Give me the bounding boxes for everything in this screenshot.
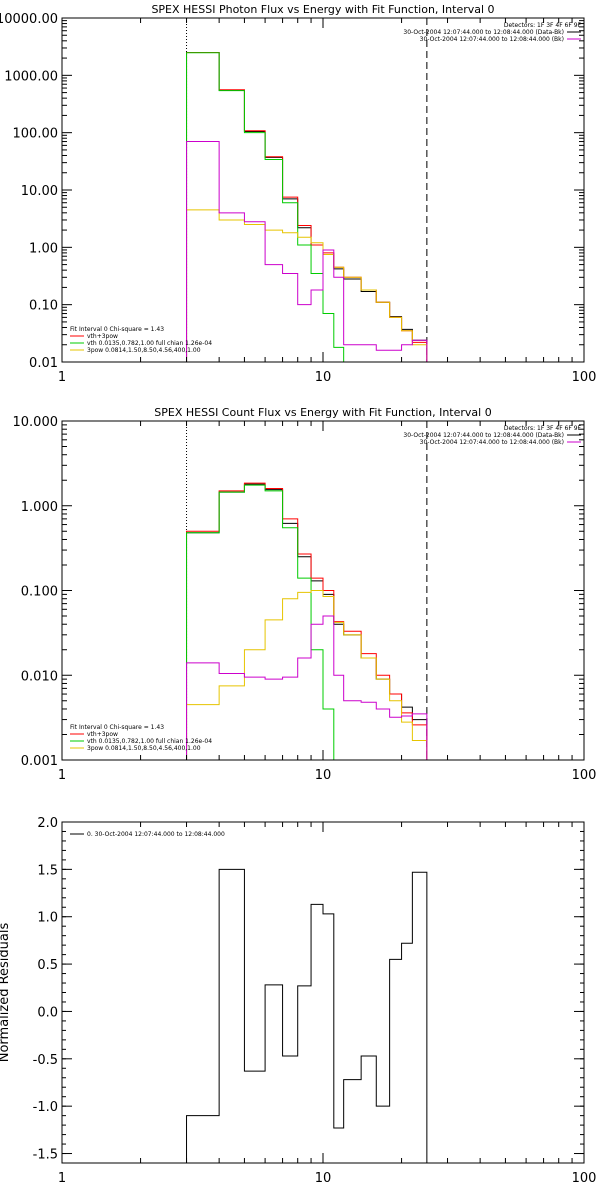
chart-1: SPEX HESSI Count Flux vs Energy with Fit…	[13, 406, 597, 783]
series-green	[186, 484, 427, 761]
x-tick-label: 100	[572, 370, 597, 385]
legend-entry: vth+3pow	[87, 731, 118, 738]
legend-entry: 30-Oct-2004 12:07:44.000 to 12:08:44.000…	[420, 36, 564, 43]
legend-entry: 30-Oct-2004 12:07:44.000 to 12:08:44.000…	[420, 439, 564, 446]
y-axis-label: Normalized Residuals	[0, 923, 12, 1063]
legend-entry: 30-Oct-2004 12:07:44.000 to 12:08:44.000…	[403, 29, 564, 36]
y-tick-label: 0.100	[21, 585, 58, 600]
y-tick-label: 1000.00	[4, 69, 58, 84]
y-tick-label: 10.00	[21, 184, 58, 199]
chart-title: SPEX HESSI Photon Flux vs Energy with Fi…	[151, 3, 494, 16]
legend-entry: 30-Oct-2004 12:07:44.000 to 12:08:44.000…	[403, 432, 564, 439]
x-tick-label: 10	[315, 370, 332, 385]
y-tick-label: 2.0	[37, 816, 58, 831]
y-tick-label: 0.01	[29, 356, 58, 371]
legend-header: Detectors: 1F 3F 4F 6F 9F	[504, 425, 582, 432]
legend-entry: vth+3pow	[87, 333, 118, 340]
y-tick-label: 0.0	[37, 1005, 58, 1020]
y-tick-label: 0.010	[21, 669, 58, 684]
legend-entry: vth 0.0135,0.782,1.00 full chian 1.26e-0…	[87, 738, 212, 745]
legend-entry: vth 0.0135,0.782,1.00 full chian 1.26e-0…	[87, 340, 212, 347]
series-red	[186, 52, 428, 362]
y-tick-label: 10.000	[13, 415, 59, 430]
chart-title: SPEX HESSI Count Flux vs Energy with Fit…	[154, 406, 491, 419]
y-tick-label: 0.001	[21, 754, 58, 769]
y-tick-label: -1.5	[33, 1148, 58, 1163]
y-tick-label: 1.00	[29, 241, 58, 256]
series-yellow	[186, 590, 428, 760]
series-red	[186, 482, 428, 760]
y-tick-label: -0.5	[33, 1053, 58, 1068]
y-tick-label: 0.10	[29, 299, 58, 314]
series-magenta	[186, 615, 428, 760]
series-black	[186, 868, 428, 1163]
y-tick-label: -1.0	[33, 1100, 58, 1115]
y-tick-label: 1.0	[37, 911, 58, 926]
legend-entry: 3pow 0.0814,1.50,8.50,4.56,400,1.00	[87, 347, 201, 354]
legend-header: Fit Interval 0 Chi-square = 1.43	[70, 326, 164, 333]
series-black	[186, 52, 428, 362]
y-tick-label: 100.00	[13, 127, 59, 142]
x-tick-label: 100	[572, 768, 597, 783]
x-tick-label: 1	[58, 768, 66, 783]
legend-header: Fit Interval 0 Chi-square = 1.43	[70, 724, 164, 731]
x-tick-label: 1	[58, 1171, 66, 1186]
y-tick-label: 1.5	[37, 863, 58, 878]
chart-2: 1 10 100 -1.5 -1.0 -0.5 0.0 0.5 1.0 1.5 2.0 Normali…	[0, 816, 596, 1186]
chart-0: SPEX HESSI Photon Flux vs Energy with Fi…	[0, 3, 596, 385]
x-tick-label: 1	[58, 370, 66, 385]
y-tick-label: 1.000	[21, 500, 58, 515]
legend-header: Detectors: 1F 3F 4F 6F 9F	[504, 22, 582, 29]
y-tick-label: 10000.00	[0, 12, 58, 27]
axes-box	[61, 821, 585, 1164]
series-magenta	[186, 141, 428, 362]
x-tick-label: 100	[572, 1171, 597, 1186]
x-tick-label: 10	[315, 1171, 332, 1186]
y-tick-label: 0.5	[37, 958, 58, 973]
series-green	[186, 52, 427, 363]
x-tick-label: 10	[315, 768, 332, 783]
legend-entry: 3pow 0.0814,1.50,8.50,4.56,400,1.00	[87, 745, 201, 752]
legend-entry: 0. 30-Oct-2004 12:07:44.000 to 12:08:44.…	[87, 831, 225, 838]
series-yellow	[186, 209, 428, 362]
series-black	[186, 483, 428, 760]
